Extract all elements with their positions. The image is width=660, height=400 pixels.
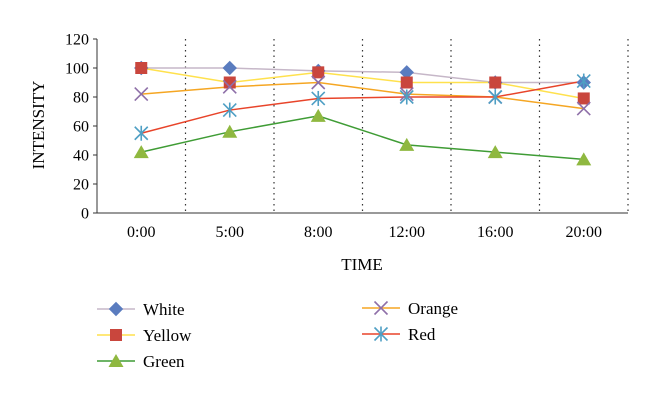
data-point-white — [222, 60, 237, 76]
chart-series — [133, 60, 592, 166]
series-line-white — [141, 67, 584, 84]
data-point-red — [488, 89, 503, 105]
x-tick-label: 0:00 — [127, 224, 155, 241]
data-point-orange — [222, 79, 237, 94]
x-axis-ticks: 0:00 5:00 8:00 12:00 16:00 20:00 — [127, 224, 602, 241]
legend-label: Red — [408, 325, 436, 344]
legend-marker — [373, 326, 389, 342]
x-tick-label: 5:00 — [216, 224, 244, 241]
chart-gridlines — [184, 39, 629, 213]
series-line-orange — [141, 81, 584, 110]
legend-marker — [108, 301, 124, 317]
data-point-green — [399, 137, 415, 151]
data-point-green — [222, 124, 238, 138]
legend-item-orange: Orange — [362, 299, 458, 318]
x-tick-label: 16:00 — [477, 224, 513, 241]
legend-label: White — [143, 300, 185, 319]
data-point-green — [310, 108, 326, 122]
data-point-yellow — [489, 76, 502, 89]
series-markers — [133, 60, 592, 166]
legend-item-red: Red — [362, 325, 436, 344]
data-point-green — [133, 145, 149, 159]
chart-legend: White Yellow Green Orange Red — [97, 299, 458, 371]
data-point-red — [134, 125, 149, 141]
data-point-red — [576, 73, 591, 89]
x-tick-label: 20:00 — [566, 224, 602, 241]
legend-marker — [110, 329, 122, 341]
data-point-red — [222, 102, 237, 118]
data-point-yellow — [577, 92, 590, 105]
chart-axes — [96, 39, 628, 214]
y-tick-label: 120 — [65, 32, 89, 49]
legend-label: Orange — [408, 299, 458, 318]
data-point-orange — [311, 75, 326, 90]
data-point-yellow — [223, 76, 236, 89]
y-axis-ticks: 0 20 40 60 80 100 120 — [65, 32, 97, 223]
legend-marker — [108, 354, 124, 367]
y-axis-label: INTENSITY — [29, 81, 48, 170]
x-axis-label: TIME — [341, 255, 383, 274]
data-point-green — [487, 145, 503, 159]
legend-item-green: Green — [97, 352, 185, 371]
data-point-yellow — [135, 62, 148, 74]
data-point-red — [399, 89, 414, 105]
data-point-green — [576, 152, 592, 166]
legend-item-yellow: Yellow — [97, 326, 192, 345]
x-tick-label: 8:00 — [304, 224, 332, 241]
legend-marker — [373, 300, 389, 316]
legend-item-white: White — [97, 300, 185, 319]
data-point-orange — [576, 101, 591, 116]
data-point-orange — [134, 87, 149, 102]
y-tick-label: 0 — [81, 206, 89, 223]
y-tick-label: 60 — [73, 119, 89, 136]
series-line-green — [141, 115, 584, 161]
y-tick-label: 100 — [65, 61, 89, 78]
data-point-yellow — [312, 66, 325, 79]
y-tick-label: 40 — [73, 148, 89, 165]
x-tick-label: 12:00 — [389, 224, 425, 241]
series-lines — [141, 67, 584, 161]
legend-label: Green — [143, 352, 185, 371]
data-point-red — [311, 90, 326, 106]
y-tick-label: 20 — [73, 177, 89, 194]
data-point-yellow — [400, 76, 413, 89]
series-line-yellow — [141, 67, 584, 100]
y-tick-label: 80 — [73, 90, 89, 107]
legend-label: Yellow — [143, 326, 192, 345]
series-line-red — [141, 80, 584, 134]
